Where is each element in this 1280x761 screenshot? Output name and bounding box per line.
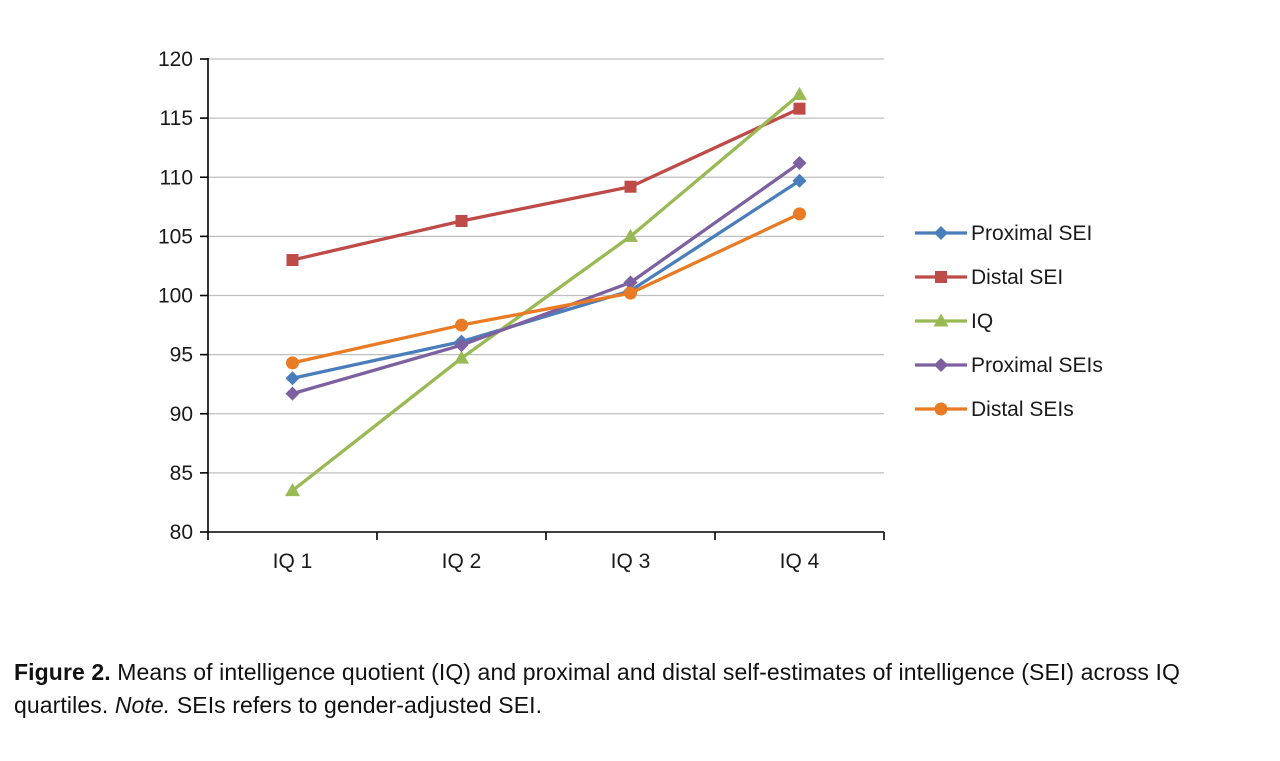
axis-labels: 80 85 90 95 100 105 110 115 120 IQ 1 IQ 2 IQ 3 IQ 4: [158, 48, 820, 573]
series-line: [291, 93, 801, 492]
diamond-marker-icon: [792, 173, 807, 188]
figure-label: Figure 2.: [14, 659, 111, 685]
diamond-marker-icon: [285, 386, 300, 401]
legend-item: Distal SEI: [915, 266, 1063, 289]
diamond-marker-icon: [623, 275, 638, 290]
circle-marker-icon: [793, 207, 806, 221]
triangle-marker-icon: [285, 483, 300, 497]
triangle-marker-icon: [623, 228, 638, 242]
x-tick-label: IQ 4: [780, 550, 820, 573]
square-marker-icon: [935, 271, 947, 283]
series-distal-seis: [286, 207, 806, 370]
square-marker-icon: [793, 102, 806, 115]
triangle-marker-icon: [933, 313, 949, 327]
legend-item: Proximal SEIs: [915, 354, 1103, 377]
note-label: Note.: [114, 691, 171, 718]
circle-marker-icon: [286, 356, 299, 370]
circle-marker-icon: [934, 402, 948, 416]
y-tick-label: 100: [158, 285, 193, 308]
legend-label: IQ: [971, 310, 993, 333]
figure-caption: Figure 2. Means of intelligence quotient…: [14, 656, 1266, 721]
series-line: [292, 107, 801, 262]
diamond-marker-icon: [285, 371, 300, 386]
square-marker-icon: [455, 215, 468, 228]
x-tick-label: IQ 2: [442, 550, 482, 573]
caption-text-2: SEIs refers to gender-adjusted SEI.: [176, 691, 543, 718]
square-marker-icon: [624, 180, 637, 193]
series-proximal-seis: [285, 156, 807, 401]
diamond-marker-icon: [934, 358, 948, 372]
y-tick-label: 120: [158, 48, 193, 71]
y-tick-label: 85: [170, 462, 193, 485]
legend-item: IQ: [915, 310, 993, 333]
gridlines: [208, 58, 884, 474]
series-line: [292, 179, 801, 380]
legend-label: Distal SEI: [971, 266, 1063, 289]
triangle-marker-icon: [792, 86, 807, 100]
series-distal-sei: [286, 102, 806, 267]
legend-label: Proximal SEIs: [971, 354, 1103, 377]
circle-marker-icon: [624, 286, 637, 300]
legend-label: Distal SEIs: [971, 398, 1074, 421]
legend-item: Distal SEIs: [915, 398, 1074, 421]
diamond-marker-icon: [792, 156, 807, 171]
legend-item: Proximal SEI: [915, 222, 1092, 245]
legend-label: Proximal SEI: [971, 222, 1092, 245]
series-iq: [285, 86, 807, 497]
triangle-marker-icon: [454, 350, 469, 364]
series-line: [292, 212, 801, 365]
diamond-marker-icon: [454, 338, 469, 353]
y-tick-label: 80: [170, 521, 193, 544]
square-marker-icon: [286, 254, 299, 267]
caption-text-1: Means of intelligence quotient (IQ) and …: [14, 659, 1180, 718]
x-tick-label: IQ 1: [273, 550, 313, 573]
series-line: [292, 161, 801, 396]
y-tick-label: 110: [160, 166, 193, 189]
y-tick-label: 95: [170, 344, 193, 367]
circle-marker-icon: [455, 318, 468, 332]
diamond-marker-icon: [934, 226, 948, 240]
y-tick-label: 90: [170, 403, 193, 426]
axes: [200, 58, 885, 540]
legend: Proximal SEI Distal SEI IQ Proximal SEIs Dis…: [915, 222, 1103, 421]
y-tick-label: 105: [158, 225, 193, 248]
x-tick-label: IQ 3: [611, 550, 651, 573]
y-tick-label: 115: [160, 107, 193, 130]
line-chart: 80 85 90 95 100 105 110 115 120 IQ 1 IQ 2 IQ 3 IQ 4 P…: [158, 48, 1103, 573]
